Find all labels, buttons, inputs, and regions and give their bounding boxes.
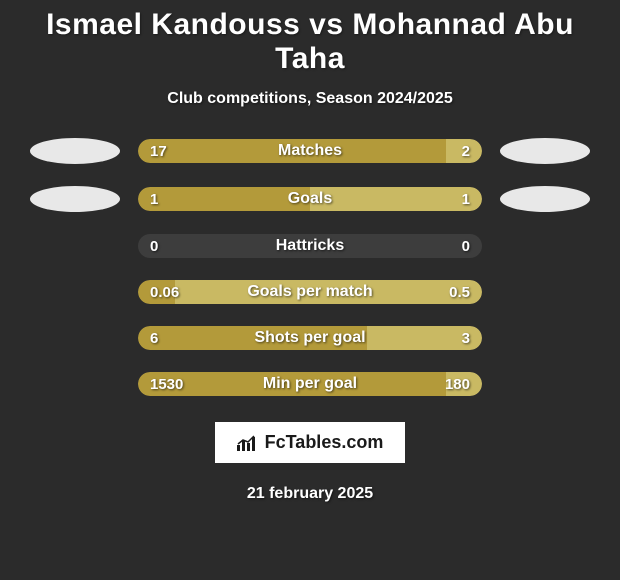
team-logo-left bbox=[30, 138, 120, 164]
brand-badge[interactable]: FcTables.com bbox=[215, 422, 406, 463]
stat-label: Goals bbox=[138, 187, 482, 211]
stat-label: Shots per goal bbox=[138, 326, 482, 350]
stat-bar: Min per goal1530 180 bbox=[138, 372, 482, 396]
stat-bar: Goals1 1 bbox=[138, 187, 482, 211]
stat-label: Min per goal bbox=[138, 372, 482, 396]
stat-value-right: 1 bbox=[462, 187, 470, 211]
date-text: 21 february 2025 bbox=[247, 485, 373, 503]
stat-value-right: 3 bbox=[462, 326, 470, 350]
player-left-name: Ismael Kandouss bbox=[46, 8, 300, 41]
page-title: Ismael Kandouss vs Mohannad Abu Taha bbox=[30, 8, 590, 76]
stat-bar: Matches17 2 bbox=[138, 139, 482, 163]
stat-value-left: 1530 bbox=[150, 372, 183, 396]
stat-value-left: 0 bbox=[150, 234, 158, 258]
vs-text: vs bbox=[309, 8, 343, 41]
stat-value-right: 180 bbox=[445, 372, 470, 396]
stat-bar: Hattricks0 0 bbox=[138, 234, 482, 258]
stat-value-left: 6 bbox=[150, 326, 158, 350]
stat-value-left: 1 bbox=[150, 187, 158, 211]
subtitle: Club competitions, Season 2024/2025 bbox=[167, 90, 452, 108]
stat-label: Matches bbox=[138, 139, 482, 163]
comparison-container: Ismael Kandouss vs Mohannad Abu Taha Clu… bbox=[0, 0, 620, 580]
stat-bar: Goals per match0.06 0.5 bbox=[138, 280, 482, 304]
stat-value-right: 0.5 bbox=[449, 280, 470, 304]
stat-value-right: 2 bbox=[462, 139, 470, 163]
stat-label: Hattricks bbox=[138, 234, 482, 258]
stat-row: Hattricks0 0 bbox=[30, 234, 590, 258]
stat-value-left: 0.06 bbox=[150, 280, 179, 304]
stat-bar: Shots per goal6 3 bbox=[138, 326, 482, 350]
stat-row: Goals1 1 bbox=[30, 186, 590, 212]
stat-row: Matches17 2 bbox=[30, 138, 590, 164]
stat-label: Goals per match bbox=[138, 280, 482, 304]
chart-icon bbox=[237, 435, 257, 451]
stats-rows: Matches17 2 Goals1 1 Hattricks0 0 Goals per ma… bbox=[30, 138, 590, 396]
stat-value-left: 17 bbox=[150, 139, 167, 163]
brand-text: FcTables.com bbox=[265, 432, 384, 453]
team-logo-right bbox=[500, 138, 590, 164]
stat-value-right: 0 bbox=[462, 234, 470, 258]
team-logo-left bbox=[30, 186, 120, 212]
stat-row: Goals per match0.06 0.5 bbox=[30, 280, 590, 304]
stat-row: Min per goal1530 180 bbox=[30, 372, 590, 396]
team-logo-right bbox=[500, 186, 590, 212]
stat-row: Shots per goal6 3 bbox=[30, 326, 590, 350]
